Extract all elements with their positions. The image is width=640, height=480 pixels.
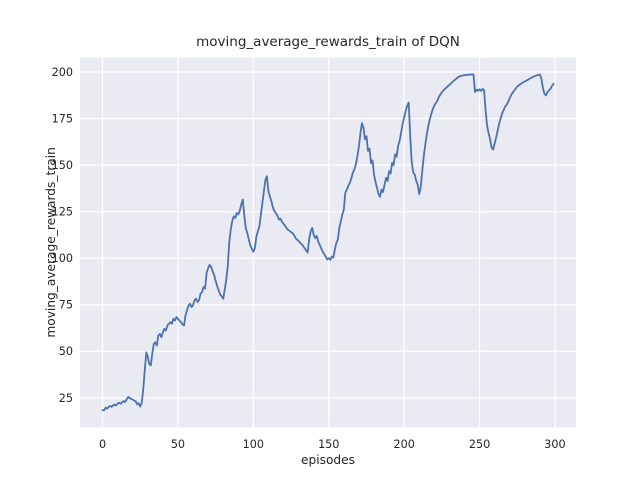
y-tick-label: 125	[52, 205, 73, 218]
x-tick-label: 100	[243, 438, 264, 451]
y-tick-label: 175	[52, 112, 73, 125]
x-axis-label: episodes	[301, 453, 355, 467]
y-tick-label: 50	[59, 345, 73, 358]
reward-line	[101, 73, 555, 412]
y-tick-label: 200	[52, 66, 73, 79]
y-tick-label: 75	[59, 299, 73, 312]
y-tick-label: 100	[52, 252, 73, 265]
data-series	[101, 73, 555, 412]
x-tick-labels: 0 50 100 150 200 250 300	[99, 438, 566, 451]
y-tick-label: 25	[59, 392, 73, 405]
y-tick-label: 150	[52, 159, 73, 172]
x-tick-label: 250	[469, 438, 490, 451]
x-tick-label: 0	[99, 438, 106, 451]
x-tick-label: 200	[393, 438, 414, 451]
plot-area	[80, 57, 576, 428]
x-tick-label: 150	[318, 438, 339, 451]
y-tick-labels: 25 50 75 100 125 150 175 200	[52, 66, 73, 405]
x-tick-label: 50	[171, 438, 185, 451]
chart-title: moving_average_rewards_train of DQN	[196, 34, 460, 50]
x-tick-label: 300	[544, 438, 565, 451]
y-axis-label: moving_average_rewards_train	[44, 147, 58, 338]
